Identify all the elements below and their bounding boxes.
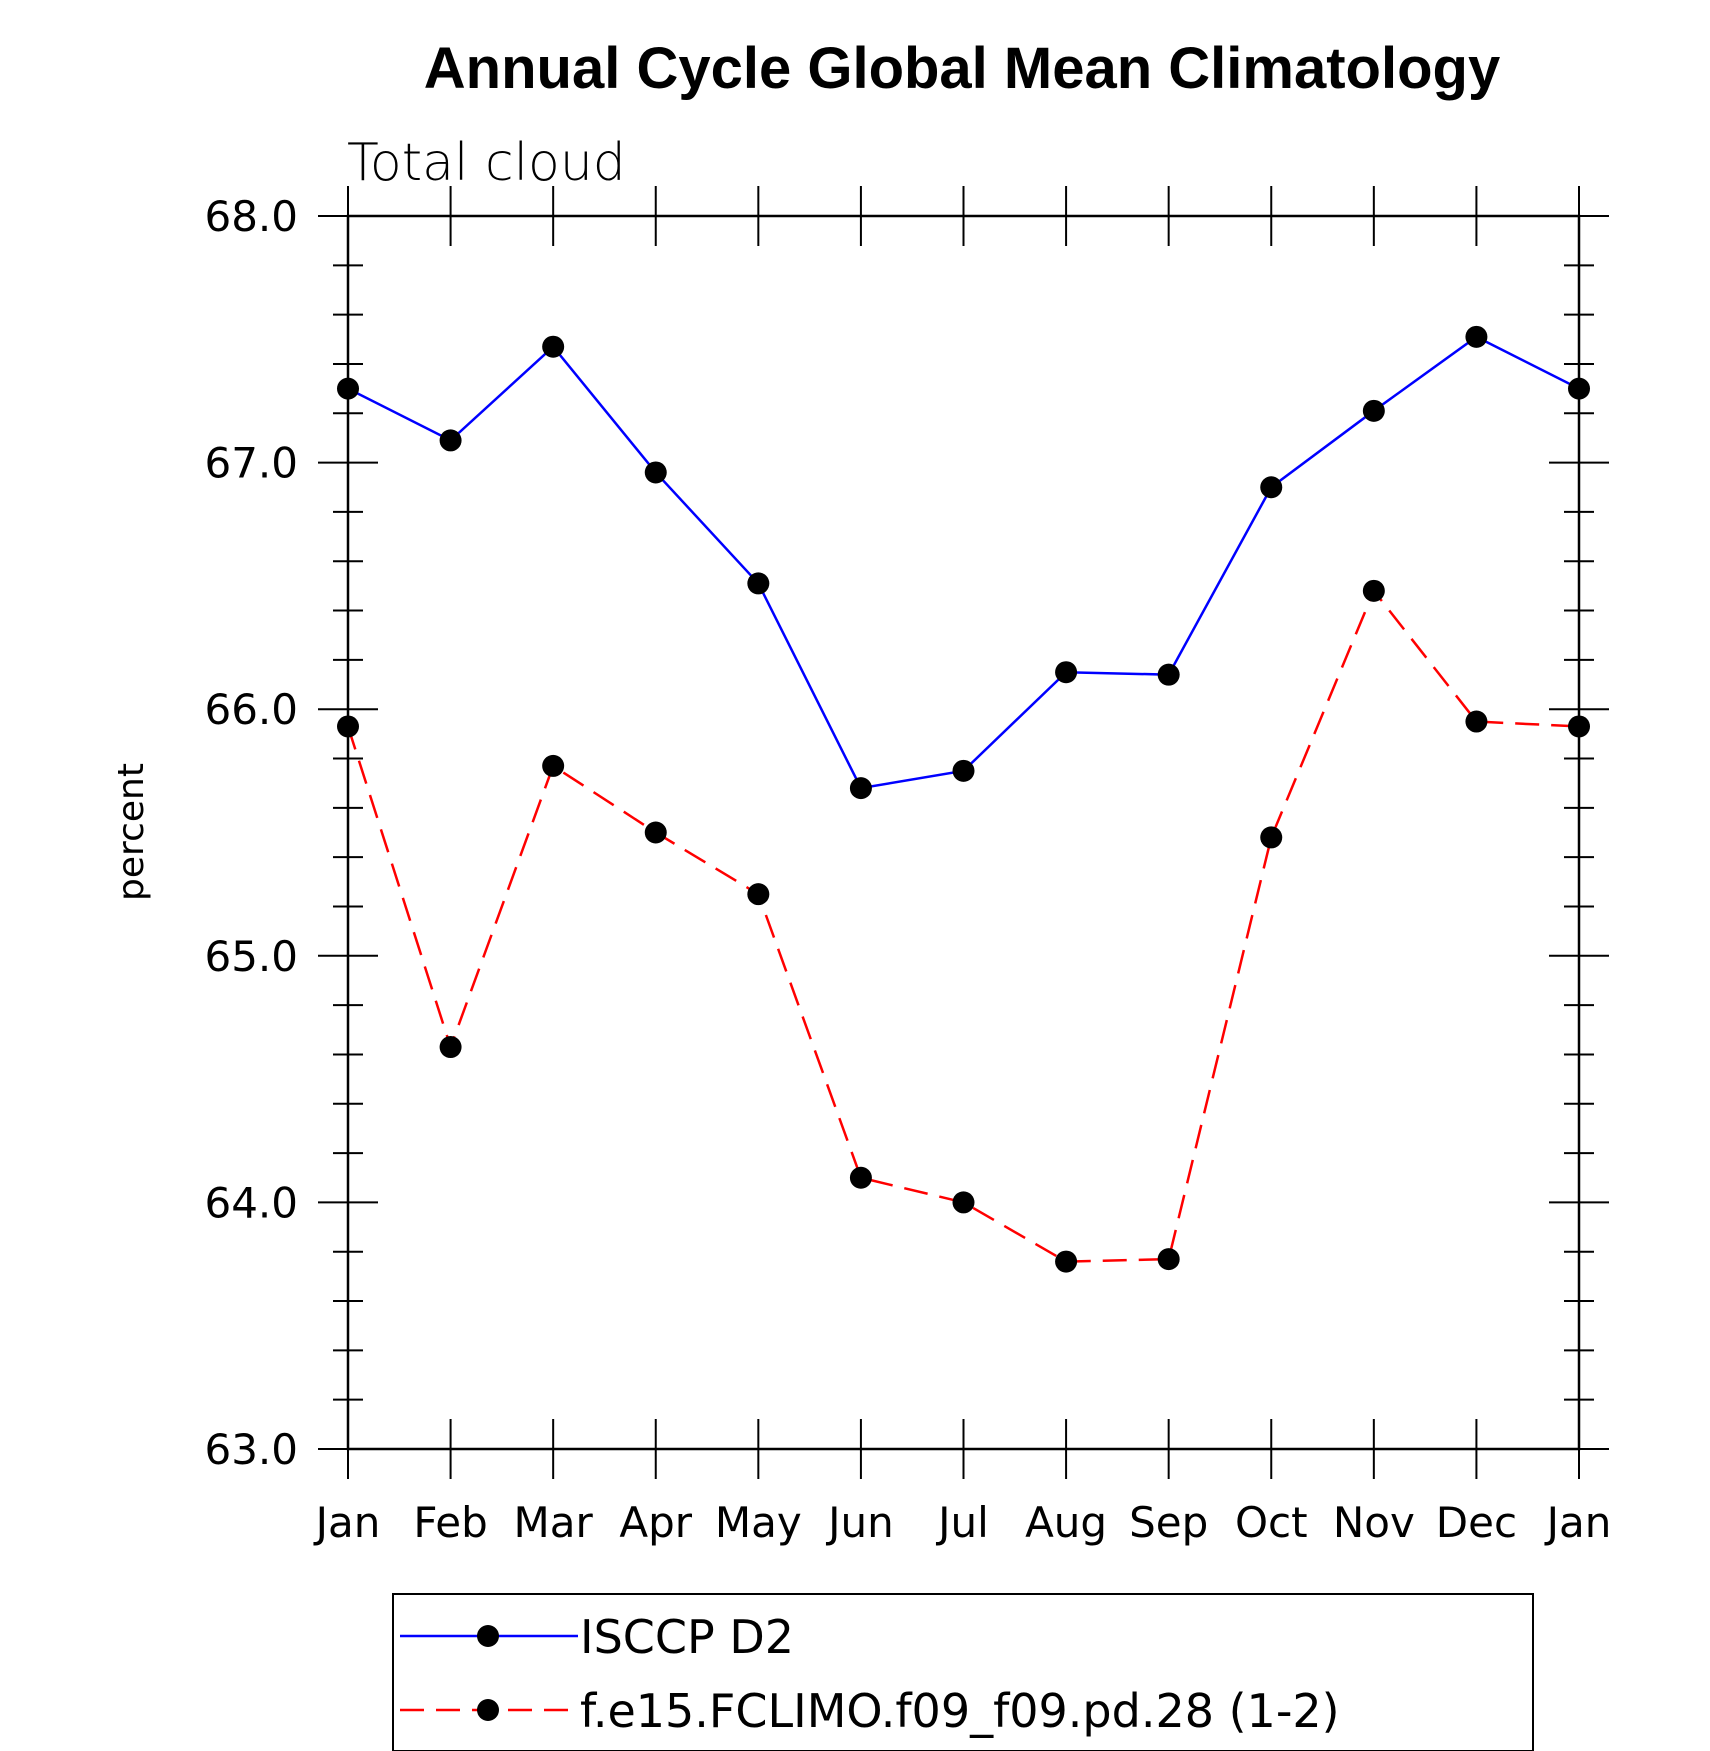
series-1-point xyxy=(952,759,975,782)
series-1-point xyxy=(849,777,872,800)
series-1-point xyxy=(542,335,565,358)
series-2-point xyxy=(1157,1248,1180,1271)
legend: ISCCP D2 f.e15.FCLIMO.f09_f09.pd.28 (1-2… xyxy=(392,1593,1534,1751)
series-1-point xyxy=(439,429,462,452)
y-axis-tick-labels: 63.0 64.0 65.0 66.0 67.0 68.0 xyxy=(204,192,298,1474)
x-tick-label: Dec xyxy=(1436,1498,1517,1547)
x-tick-label: Oct xyxy=(1235,1498,1308,1547)
axis-ticks xyxy=(318,186,1609,1479)
y-tick-label: 63.0 xyxy=(204,1425,298,1474)
legend-label-model: f.e15.FCLIMO.f09_f09.pd.28 (1-2) xyxy=(580,1684,1340,1738)
series-layer xyxy=(337,325,1590,1273)
x-tick-label: Mar xyxy=(514,1498,594,1547)
x-tick-label: Nov xyxy=(1333,1498,1415,1547)
chart-subtitle: Total cloud xyxy=(347,133,626,193)
series-2-point xyxy=(1568,715,1590,738)
series-2-point xyxy=(849,1166,872,1189)
series-2-point xyxy=(1055,1250,1078,1273)
x-tick-label: Feb xyxy=(413,1498,487,1547)
series-2-point xyxy=(1362,579,1385,602)
x-tick-label: Jan xyxy=(313,1498,381,1547)
series-2-point xyxy=(542,754,565,777)
series-2-point xyxy=(747,883,770,906)
y-tick-label: 66.0 xyxy=(204,685,298,734)
legend-label-isccp: ISCCP D2 xyxy=(580,1610,794,1664)
y-tick-label: 64.0 xyxy=(204,1178,298,1227)
chart-title: Annual Cycle Global Mean Climatology xyxy=(424,36,1500,101)
series-2-point xyxy=(644,821,667,844)
series-2-point xyxy=(1465,710,1488,733)
y-tick-label: 65.0 xyxy=(204,932,298,981)
legend-marker-model xyxy=(477,1699,499,1721)
series-1-point xyxy=(1362,399,1385,422)
x-tick-label: Jan xyxy=(1544,1498,1612,1547)
series-1-point xyxy=(1568,377,1590,400)
x-tick-label: Apr xyxy=(619,1498,692,1547)
series-1-point xyxy=(644,461,667,484)
legend-box xyxy=(392,1593,1534,1751)
series-1-point xyxy=(1055,661,1078,684)
x-tick-label: Aug xyxy=(1025,1498,1107,1547)
x-tick-label: Sep xyxy=(1129,1498,1208,1547)
series-1-point xyxy=(1157,663,1180,686)
series-2-point xyxy=(337,715,359,738)
series-1-point xyxy=(747,572,770,595)
series-1-point xyxy=(1465,325,1488,348)
series-2-point xyxy=(439,1036,462,1059)
series-line-1 xyxy=(347,335,1580,790)
x-axis-tick-labels: Jan Feb Mar Apr May Jun Jul Aug Sep Oct Nov Dec Jan xyxy=(313,1498,1612,1547)
x-tick-label: Jun xyxy=(825,1498,894,1547)
series-1-point xyxy=(1260,476,1283,499)
legend-marker-isccp xyxy=(477,1625,499,1647)
series-2-point xyxy=(1260,826,1283,849)
y-axis-label: percent xyxy=(111,763,152,901)
series-2-point xyxy=(952,1191,975,1214)
x-tick-label: May xyxy=(715,1498,802,1547)
y-tick-label: 68.0 xyxy=(204,192,298,241)
y-tick-label: 67.0 xyxy=(204,439,298,488)
series-1-point xyxy=(337,377,359,400)
x-tick-label: Jul xyxy=(935,1498,989,1547)
series-line-2 xyxy=(346,588,1580,1263)
plot-frame xyxy=(346,214,1581,1451)
